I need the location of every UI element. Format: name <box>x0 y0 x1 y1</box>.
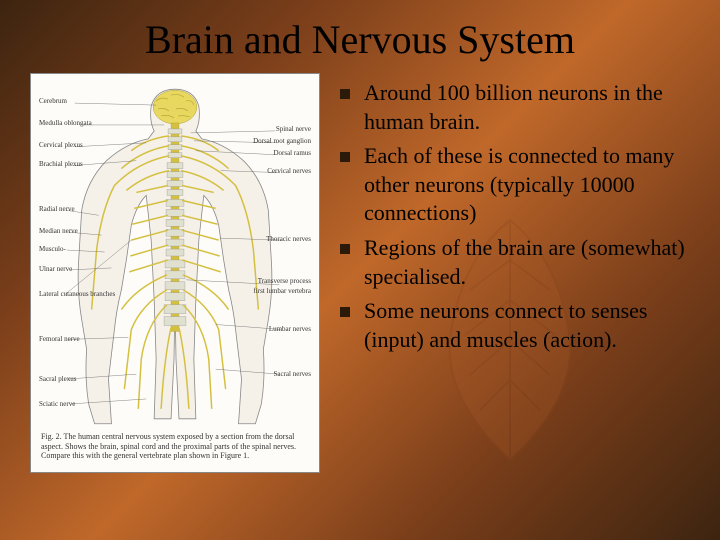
anatomy-label: Transverse process <box>258 277 311 285</box>
anatomy-illustration: Cerebrum Medulla oblongata Cervical plex… <box>37 80 313 430</box>
anatomy-label: Radial nerve <box>39 205 75 213</box>
bullet-marker-icon <box>340 89 350 99</box>
anatomy-label: Sciatic nerve <box>39 400 75 408</box>
anatomy-label: Brachial plexus <box>39 160 83 168</box>
figure-caption: Fig. 2. The human central nervous system… <box>37 430 313 463</box>
bullet-text: Some neurons connect to senses (input) a… <box>364 297 690 354</box>
figure-box: Cerebrum Medulla oblongata Cervical plex… <box>30 73 320 473</box>
anatomy-label: Musculo- <box>39 245 66 253</box>
anatomy-label: Thoracic nerves <box>266 235 311 243</box>
anatomy-label: Lateral cutaneous branches <box>39 290 115 298</box>
anatomy-label: Spinal nerve <box>276 125 311 133</box>
bullet-marker-icon <box>340 152 350 162</box>
anatomy-label: Sacral nerves <box>273 370 311 378</box>
bullet-text: Each of these is connected to many other… <box>364 142 690 228</box>
anatomy-figure: Cerebrum Medulla oblongata Cervical plex… <box>30 73 320 473</box>
bullet-item: Each of these is connected to many other… <box>340 142 690 228</box>
anatomy-label: Sacral plexus <box>39 375 77 383</box>
anatomy-label: Femoral nerve <box>39 335 80 343</box>
anatomy-label: Cerebrum <box>39 97 67 105</box>
anatomy-label: first lumbar vertebra <box>253 287 311 295</box>
bullet-text: Around 100 billion neurons in the human … <box>364 79 690 136</box>
slide-title: Brain and Nervous System <box>0 0 720 73</box>
bullet-list: Around 100 billion neurons in the human … <box>340 73 690 473</box>
anatomy-label: Lumbar nerves <box>269 325 311 333</box>
bullet-marker-icon <box>340 244 350 254</box>
bullet-item: Some neurons connect to senses (input) a… <box>340 297 690 354</box>
anatomy-label: Medulla oblongata <box>39 119 92 127</box>
bullet-item: Around 100 billion neurons in the human … <box>340 79 690 136</box>
bullet-item: Regions of the brain are (somewhat) spec… <box>340 234 690 291</box>
anatomy-label: Median nerve <box>39 227 78 235</box>
bullet-marker-icon <box>340 307 350 317</box>
anatomy-label: Dorsal root ganglion <box>253 137 311 145</box>
bullet-text: Regions of the brain are (somewhat) spec… <box>364 234 690 291</box>
anatomy-label: Dorsal ramus <box>273 149 311 157</box>
anatomy-label: Cervical nerves <box>267 167 311 175</box>
anatomy-label: Ulnar nerve <box>39 265 72 273</box>
anatomy-label: Cervical plexus <box>39 141 83 149</box>
content-area: Cerebrum Medulla oblongata Cervical plex… <box>0 73 720 473</box>
